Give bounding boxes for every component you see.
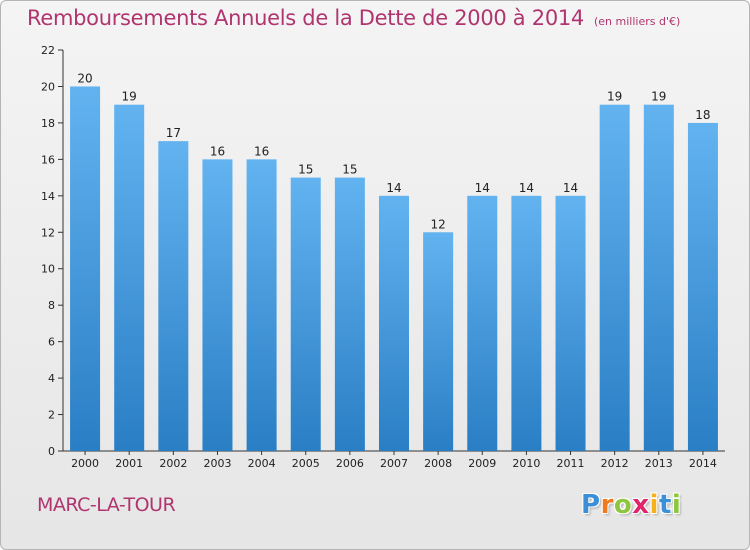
x-tick-label: 2014: [689, 457, 717, 470]
bar-2002: [158, 141, 189, 452]
x-tick-label: 2005: [292, 457, 320, 470]
y-tick-label: 22: [41, 44, 55, 57]
x-tick-label: 2004: [248, 457, 276, 470]
x-tick-label: 2009: [468, 457, 496, 470]
bar-2000: [70, 86, 101, 452]
y-tick-label: 10: [41, 263, 55, 276]
bar-2012: [599, 104, 630, 451]
logo-letter: x: [632, 490, 650, 520]
bar-value-label: 14: [563, 181, 578, 195]
chart-bars: [70, 86, 718, 452]
bar-value-label: 19: [122, 90, 137, 104]
bar-value-label: 15: [342, 163, 357, 177]
chart-title: Remboursements Annuels de la Dette de 20…: [27, 6, 680, 30]
logo-letter: P: [581, 490, 601, 520]
y-tick-label: 16: [41, 153, 55, 166]
x-tick-label: 2008: [424, 457, 452, 470]
bar-2014: [687, 122, 718, 451]
bar-2005: [290, 177, 321, 451]
y-tick-label: 8: [48, 299, 55, 312]
y-tick-label: 20: [41, 80, 55, 93]
bar-value-label: 15: [298, 163, 313, 177]
logo-letter: i: [671, 490, 682, 520]
logo-letter: i: [649, 490, 659, 520]
logo-letter: r: [600, 490, 614, 520]
x-tick-label: 2012: [601, 457, 629, 470]
x-tick-label: 2007: [380, 457, 408, 470]
bar-value-label: 20: [77, 71, 92, 85]
bar-value-label: 14: [386, 181, 401, 195]
bar-2013: [643, 104, 674, 451]
y-tick-label: 2: [48, 409, 55, 422]
y-tick-label: 4: [48, 372, 55, 385]
x-tick-label: 2001: [115, 457, 143, 470]
bar-2008: [423, 232, 454, 451]
bar-value-label: 19: [607, 90, 622, 104]
bar-value-label: 19: [651, 90, 666, 104]
bar-value-label: 14: [475, 181, 490, 195]
bar-value-label: 14: [519, 181, 534, 195]
bar-value-label: 18: [695, 108, 710, 122]
city-name: MARC-LA-TOUR: [37, 494, 176, 516]
chart-title-text: Remboursements Annuels de la Dette de 20…: [27, 6, 584, 30]
bar-2004: [246, 159, 277, 451]
x-tick-label: 2013: [645, 457, 673, 470]
x-tick-label: 2006: [336, 457, 364, 470]
chart-unit-label: (en milliers d'€): [594, 15, 681, 28]
bar-2003: [202, 159, 233, 451]
bar-value-label: 16: [210, 144, 225, 158]
logo-letter: o: [613, 490, 633, 520]
y-tick-label: 12: [41, 226, 55, 239]
y-tick-label: 18: [41, 117, 55, 130]
x-tick-label: 2003: [203, 457, 231, 470]
y-tick-label: 6: [48, 336, 55, 349]
bar-value-label: 12: [430, 217, 445, 231]
x-tick-label: 2011: [557, 457, 585, 470]
bar-2011: [555, 195, 586, 451]
logo-letter: t: [658, 490, 672, 520]
bar-2009: [467, 195, 498, 451]
x-tick-label: 2000: [71, 457, 99, 470]
y-tick-label: 14: [41, 190, 55, 203]
proxiti-logo[interactable]: Proxiti: [581, 490, 681, 520]
bar-2006: [334, 177, 365, 451]
chart-labels: 20 2000 19 2001 17 2002 16 2003 16 2004 15 2005 15 20…: [71, 71, 717, 470]
bar-2010: [511, 195, 542, 451]
x-tick-label: 2010: [512, 457, 540, 470]
x-tick-label: 2002: [159, 457, 187, 470]
bar-value-label: 16: [254, 144, 269, 158]
bar-value-label: 17: [166, 126, 181, 140]
bar-2007: [379, 195, 409, 451]
bar-2001: [114, 104, 145, 451]
y-tick-label: 0: [48, 445, 55, 458]
